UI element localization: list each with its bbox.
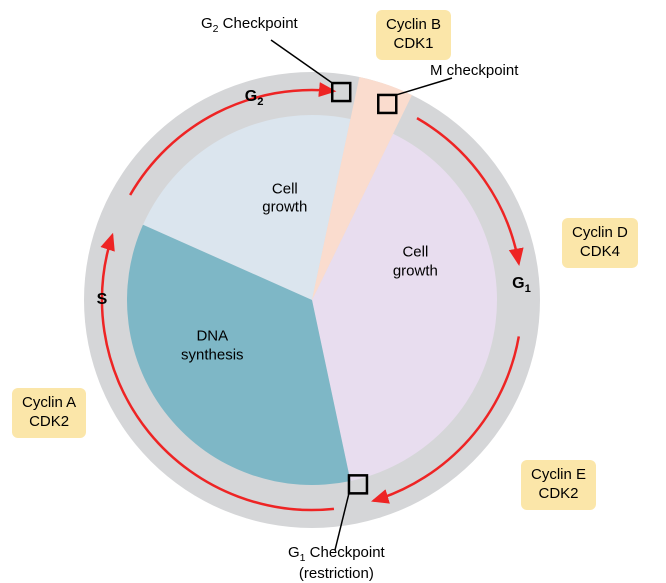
cyclin-e-box: Cyclin ECDK2 bbox=[521, 460, 596, 510]
cyclin-d-box: Cyclin DCDK4 bbox=[562, 218, 638, 268]
segment-g2-label: Cellgrowth bbox=[262, 180, 307, 218]
m-checkpoint-callout: M checkpoint bbox=[430, 62, 518, 80]
g1-checkpoint-callout: G1 Checkpoint(restriction) bbox=[288, 544, 385, 583]
g2-checkpoint-callout: G2 Checkpoint bbox=[201, 15, 298, 36]
segment-s-label: DNAsynthesis bbox=[181, 328, 244, 366]
segment-g1-label: Cellgrowth bbox=[393, 244, 438, 282]
cyclin-b-box: Cyclin BCDK1 bbox=[376, 10, 451, 60]
phase-g1-label: G1 bbox=[512, 275, 531, 295]
phase-s-label: S bbox=[97, 291, 108, 309]
cyclin-a-box: Cyclin ACDK2 bbox=[12, 388, 86, 438]
phase-g2-label: G2 bbox=[245, 88, 264, 108]
